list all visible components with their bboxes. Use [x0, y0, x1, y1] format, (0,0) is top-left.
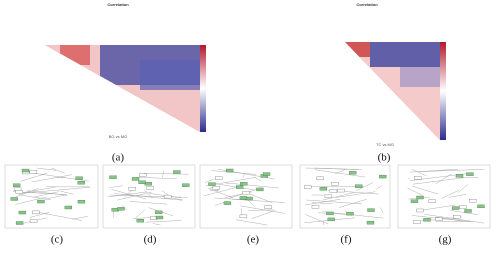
pathway-node [367, 221, 374, 224]
pathway-node [453, 215, 460, 218]
pathway-node [320, 187, 327, 190]
pathway-frame [300, 165, 390, 228]
pathway-node [78, 200, 85, 203]
pathway-node [326, 212, 333, 215]
pathway-node [173, 171, 180, 174]
panel-label: (c) [51, 234, 64, 246]
pathway-node [13, 184, 20, 187]
pathway-node [328, 218, 335, 221]
pathway-node [379, 175, 386, 178]
pathway-node [436, 218, 443, 221]
pathway-node [367, 209, 374, 212]
pathway-node [456, 174, 463, 177]
pathway-node [30, 170, 37, 173]
colorbar [200, 45, 206, 132]
pathway-node [155, 211, 162, 214]
pathway-node [208, 183, 215, 186]
pathway-node [11, 197, 18, 200]
pathway-node [78, 181, 85, 184]
pathway-node [452, 207, 459, 210]
pathway-node [213, 186, 220, 189]
pathway-node [224, 202, 231, 205]
pathway-node [147, 187, 154, 190]
pathway-node [182, 184, 189, 187]
pathway-node [243, 191, 250, 194]
panel-caption: BG vs MG [109, 134, 127, 139]
pathway-node [325, 195, 332, 198]
pathway-node [477, 205, 484, 208]
pathway-node [215, 177, 222, 180]
heatmap [340, 42, 440, 148]
pathway-node [256, 188, 263, 191]
pathway-node [466, 173, 473, 176]
panel-caption: TC vs MG [376, 142, 394, 147]
pathway-node [76, 177, 83, 180]
pathway-node [414, 176, 421, 179]
panel-label: (a) [112, 152, 125, 164]
pathway-node [139, 174, 146, 177]
pathway-node [16, 190, 23, 193]
pathway-node [429, 200, 436, 203]
pathway-node [16, 221, 23, 224]
pathway-node [413, 221, 420, 224]
colorbar [440, 42, 446, 140]
panel-label: (g) [439, 234, 452, 246]
panel-label: (d) [144, 234, 157, 246]
pathway-node [240, 196, 247, 199]
pathway-node [317, 177, 324, 180]
pathway-node [156, 216, 163, 219]
panel-label: (f) [341, 234, 352, 246]
pathway-node [423, 218, 430, 221]
pathway-node [338, 189, 345, 192]
pathway-node [469, 199, 476, 202]
pathway-node [331, 182, 338, 185]
pathway-node [416, 209, 423, 212]
pathway-node [459, 206, 466, 209]
pathway-node [30, 220, 37, 223]
pathway-node [312, 205, 319, 208]
pathway-node [145, 182, 152, 185]
panel-title: Correlation [356, 2, 378, 7]
panel-label: (e) [247, 234, 260, 246]
pathway-node [109, 176, 116, 179]
pathway-node [465, 209, 472, 212]
pathway-node [265, 206, 272, 209]
pathway-node [129, 187, 136, 190]
pathway-node [164, 195, 171, 198]
pathway-node [417, 196, 424, 199]
heatmap [40, 45, 200, 140]
pathway-node [117, 207, 124, 210]
pathway-frame [103, 165, 195, 228]
pathway-node [19, 211, 26, 214]
pathway-node [139, 181, 146, 184]
pathway-node [330, 190, 337, 193]
pathway-node [37, 200, 44, 203]
pathway-node [236, 186, 243, 189]
pathway-node [346, 212, 353, 215]
panel-title: Correlation [107, 2, 129, 7]
pathway-node [22, 169, 29, 172]
pathway-node [240, 182, 247, 185]
pathway-frame [5, 165, 98, 228]
pathway-node [263, 173, 270, 176]
panel-label: (b) [378, 152, 391, 164]
pathway-node [304, 186, 311, 189]
pathway-node [411, 200, 418, 203]
pathway-node [226, 169, 233, 172]
pathway-node [65, 206, 72, 209]
pathway-node [355, 185, 362, 188]
pathway-node [349, 171, 356, 174]
pathway-node [240, 215, 247, 218]
pathway-node [32, 211, 39, 214]
pathway-node [132, 177, 139, 180]
pathway-node [137, 219, 144, 222]
